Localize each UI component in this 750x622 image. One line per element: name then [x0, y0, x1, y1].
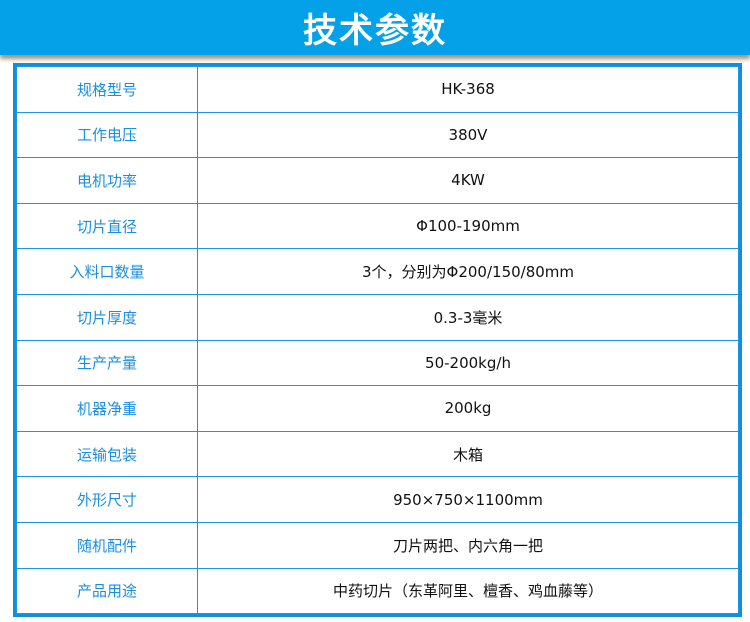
spec-table: 规格型号 HK-368 工作电压 380V 电机功率 4KW 切片直径 Φ100-190mm 入… [13, 63, 742, 618]
spec-value: 木箱 [197, 430, 739, 478]
table-row: 电机功率 4KW [16, 157, 739, 204]
table-row: 随机配件 刀片两把、内六角一把 [16, 521, 739, 569]
table-row: 规格型号 HK-368 [16, 66, 739, 113]
spec-label: 外形尺寸 [16, 476, 198, 523]
spec-value: 50-200kg/h [197, 339, 739, 387]
table-row: 切片直径 Φ100-190mm [16, 202, 739, 250]
spec-label: 运输包装 [16, 430, 198, 478]
table-row: 机器净重 200kg [16, 385, 739, 432]
spec-value: 0.3-3毫米 [197, 293, 739, 341]
spec-label: 产品用途 [16, 567, 198, 615]
spec-value: 3个，分别为Φ200/150/80mm [197, 248, 739, 295]
spec-value: 4KW [197, 157, 739, 204]
spec-value: 950×750×1100mm [197, 476, 739, 523]
spec-value: HK-368 [197, 66, 739, 113]
spec-label: 随机配件 [16, 521, 198, 569]
spec-value: 380V [197, 111, 739, 159]
table-row: 生产产量 50-200kg/h [16, 339, 739, 387]
spec-label: 工作电压 [16, 111, 198, 159]
table-row: 外形尺寸 950×750×1100mm [16, 476, 739, 523]
spec-value: 中药切片（东革阿里、檀香、鸡血藤等） [197, 567, 739, 615]
spec-label: 切片厚度 [16, 293, 198, 341]
table-row: 运输包装 木箱 [16, 430, 739, 478]
table-row: 切片厚度 0.3-3毫米 [16, 293, 739, 341]
spec-label: 规格型号 [16, 66, 198, 113]
title-banner: 技术参数 [0, 0, 750, 55]
table-row: 工作电压 380V [16, 111, 739, 159]
spec-label: 电机功率 [16, 157, 198, 204]
page-title: 技术参数 [303, 11, 447, 51]
spec-label: 生产产量 [16, 339, 198, 387]
spec-value: 200kg [197, 385, 739, 432]
table-row: 入料口数量 3个，分别为Φ200/150/80mm [16, 248, 739, 295]
spec-label: 切片直径 [16, 202, 198, 250]
spec-value: Φ100-190mm [197, 202, 739, 250]
spec-label: 机器净重 [16, 385, 198, 432]
spec-label: 入料口数量 [16, 248, 198, 295]
spec-value: 刀片两把、内六角一把 [197, 521, 739, 569]
table-row: 产品用途 中药切片（东革阿里、檀香、鸡血藤等） [16, 567, 739, 615]
